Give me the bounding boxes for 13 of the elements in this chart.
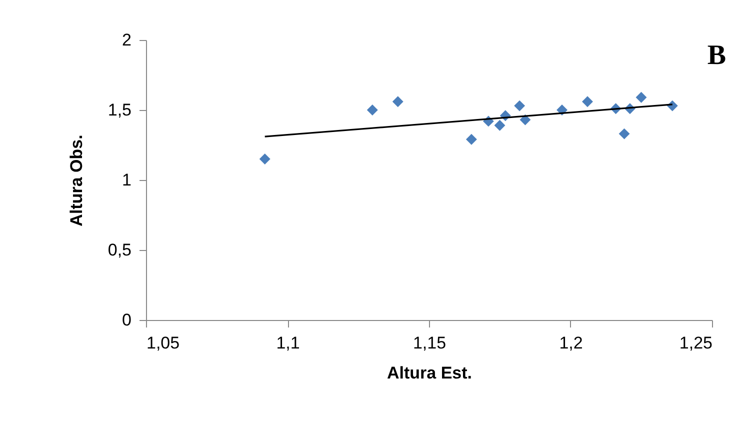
y-tick-label: 0,5 [108, 240, 132, 260]
y-tick-label: 0 [122, 310, 132, 330]
annotation: B [707, 40, 726, 71]
x-tick-label: 1,05 [146, 334, 180, 352]
y-tick-label: 1 [122, 170, 132, 190]
x-tick-label: 1,25 [679, 334, 712, 352]
y-tick-label: 2 [122, 30, 132, 50]
x-axis-title: Altura Est. [386, 364, 472, 382]
x-tick-label: 1,15 [412, 334, 446, 352]
x-tick-label: 1,2 [559, 334, 583, 352]
x-tick-label: 1,1 [276, 334, 300, 352]
y-tick-label: 1,5 [108, 100, 132, 120]
y-axis-title: Altura Obs. [66, 134, 86, 226]
